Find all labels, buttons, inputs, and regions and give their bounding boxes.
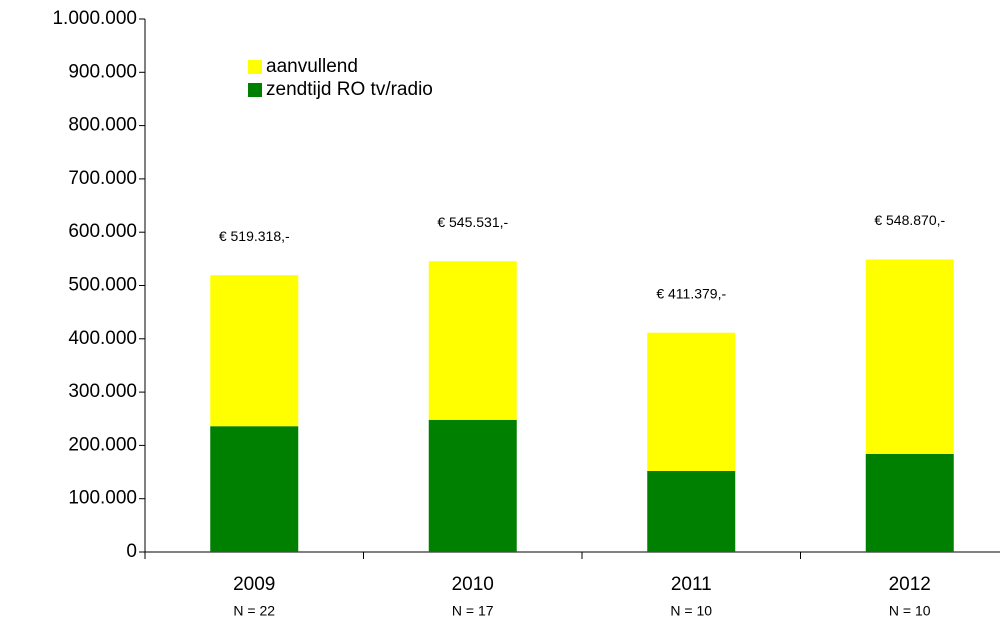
total-label: € 519.318,- bbox=[219, 228, 290, 244]
x-tick-label: 2012 bbox=[889, 574, 931, 595]
bar-segment bbox=[210, 426, 299, 552]
total-label: € 548.870,- bbox=[874, 212, 945, 228]
y-tick-label: 700.000 bbox=[68, 168, 137, 189]
x-subcategory-label: N = 10 bbox=[670, 603, 712, 619]
y-tick-label: 600.000 bbox=[68, 221, 137, 242]
total-label: € 545.531,- bbox=[437, 214, 508, 230]
bar-segment bbox=[428, 261, 517, 420]
bar-segment bbox=[428, 419, 517, 552]
y-tick-label: 100.000 bbox=[68, 488, 137, 509]
bar-segment bbox=[865, 259, 954, 454]
y-tick-label: 0 bbox=[126, 541, 137, 562]
legend-label: zendtijd RO tv/radio bbox=[266, 79, 433, 100]
y-tick-label: 800.000 bbox=[68, 115, 137, 136]
x-tick-label: 2010 bbox=[452, 574, 494, 595]
y-tick-label: 200.000 bbox=[68, 434, 137, 455]
y-tick-label: 300.000 bbox=[68, 381, 137, 402]
x-subcategory-label: N = 10 bbox=[889, 603, 931, 619]
legend-swatch bbox=[248, 60, 262, 74]
total-label: € 411.379,- bbox=[656, 285, 726, 301]
legend-swatch bbox=[248, 83, 262, 97]
bar-segment bbox=[647, 332, 736, 471]
bar-segment bbox=[865, 453, 954, 552]
y-tick-label: 500.000 bbox=[68, 275, 137, 296]
x-subcategory-label: N = 17 bbox=[452, 603, 494, 619]
legend-label: aanvullend bbox=[266, 56, 358, 77]
bar-segment bbox=[210, 275, 299, 427]
x-subcategory-label: N = 22 bbox=[233, 603, 275, 619]
bar-segment bbox=[647, 470, 736, 552]
y-tick-label: 400.000 bbox=[68, 328, 137, 349]
x-tick-label: 2009 bbox=[233, 574, 275, 595]
y-tick-label: 900.000 bbox=[68, 61, 137, 82]
y-tick-label: 1.000.000 bbox=[52, 8, 137, 29]
x-tick-label: 2011 bbox=[671, 574, 712, 595]
